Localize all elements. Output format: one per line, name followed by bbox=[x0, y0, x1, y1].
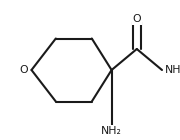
Text: O: O bbox=[20, 65, 28, 75]
Text: NH₂: NH₂ bbox=[101, 126, 122, 136]
Text: NH₂: NH₂ bbox=[165, 65, 180, 75]
Text: O: O bbox=[132, 15, 141, 24]
